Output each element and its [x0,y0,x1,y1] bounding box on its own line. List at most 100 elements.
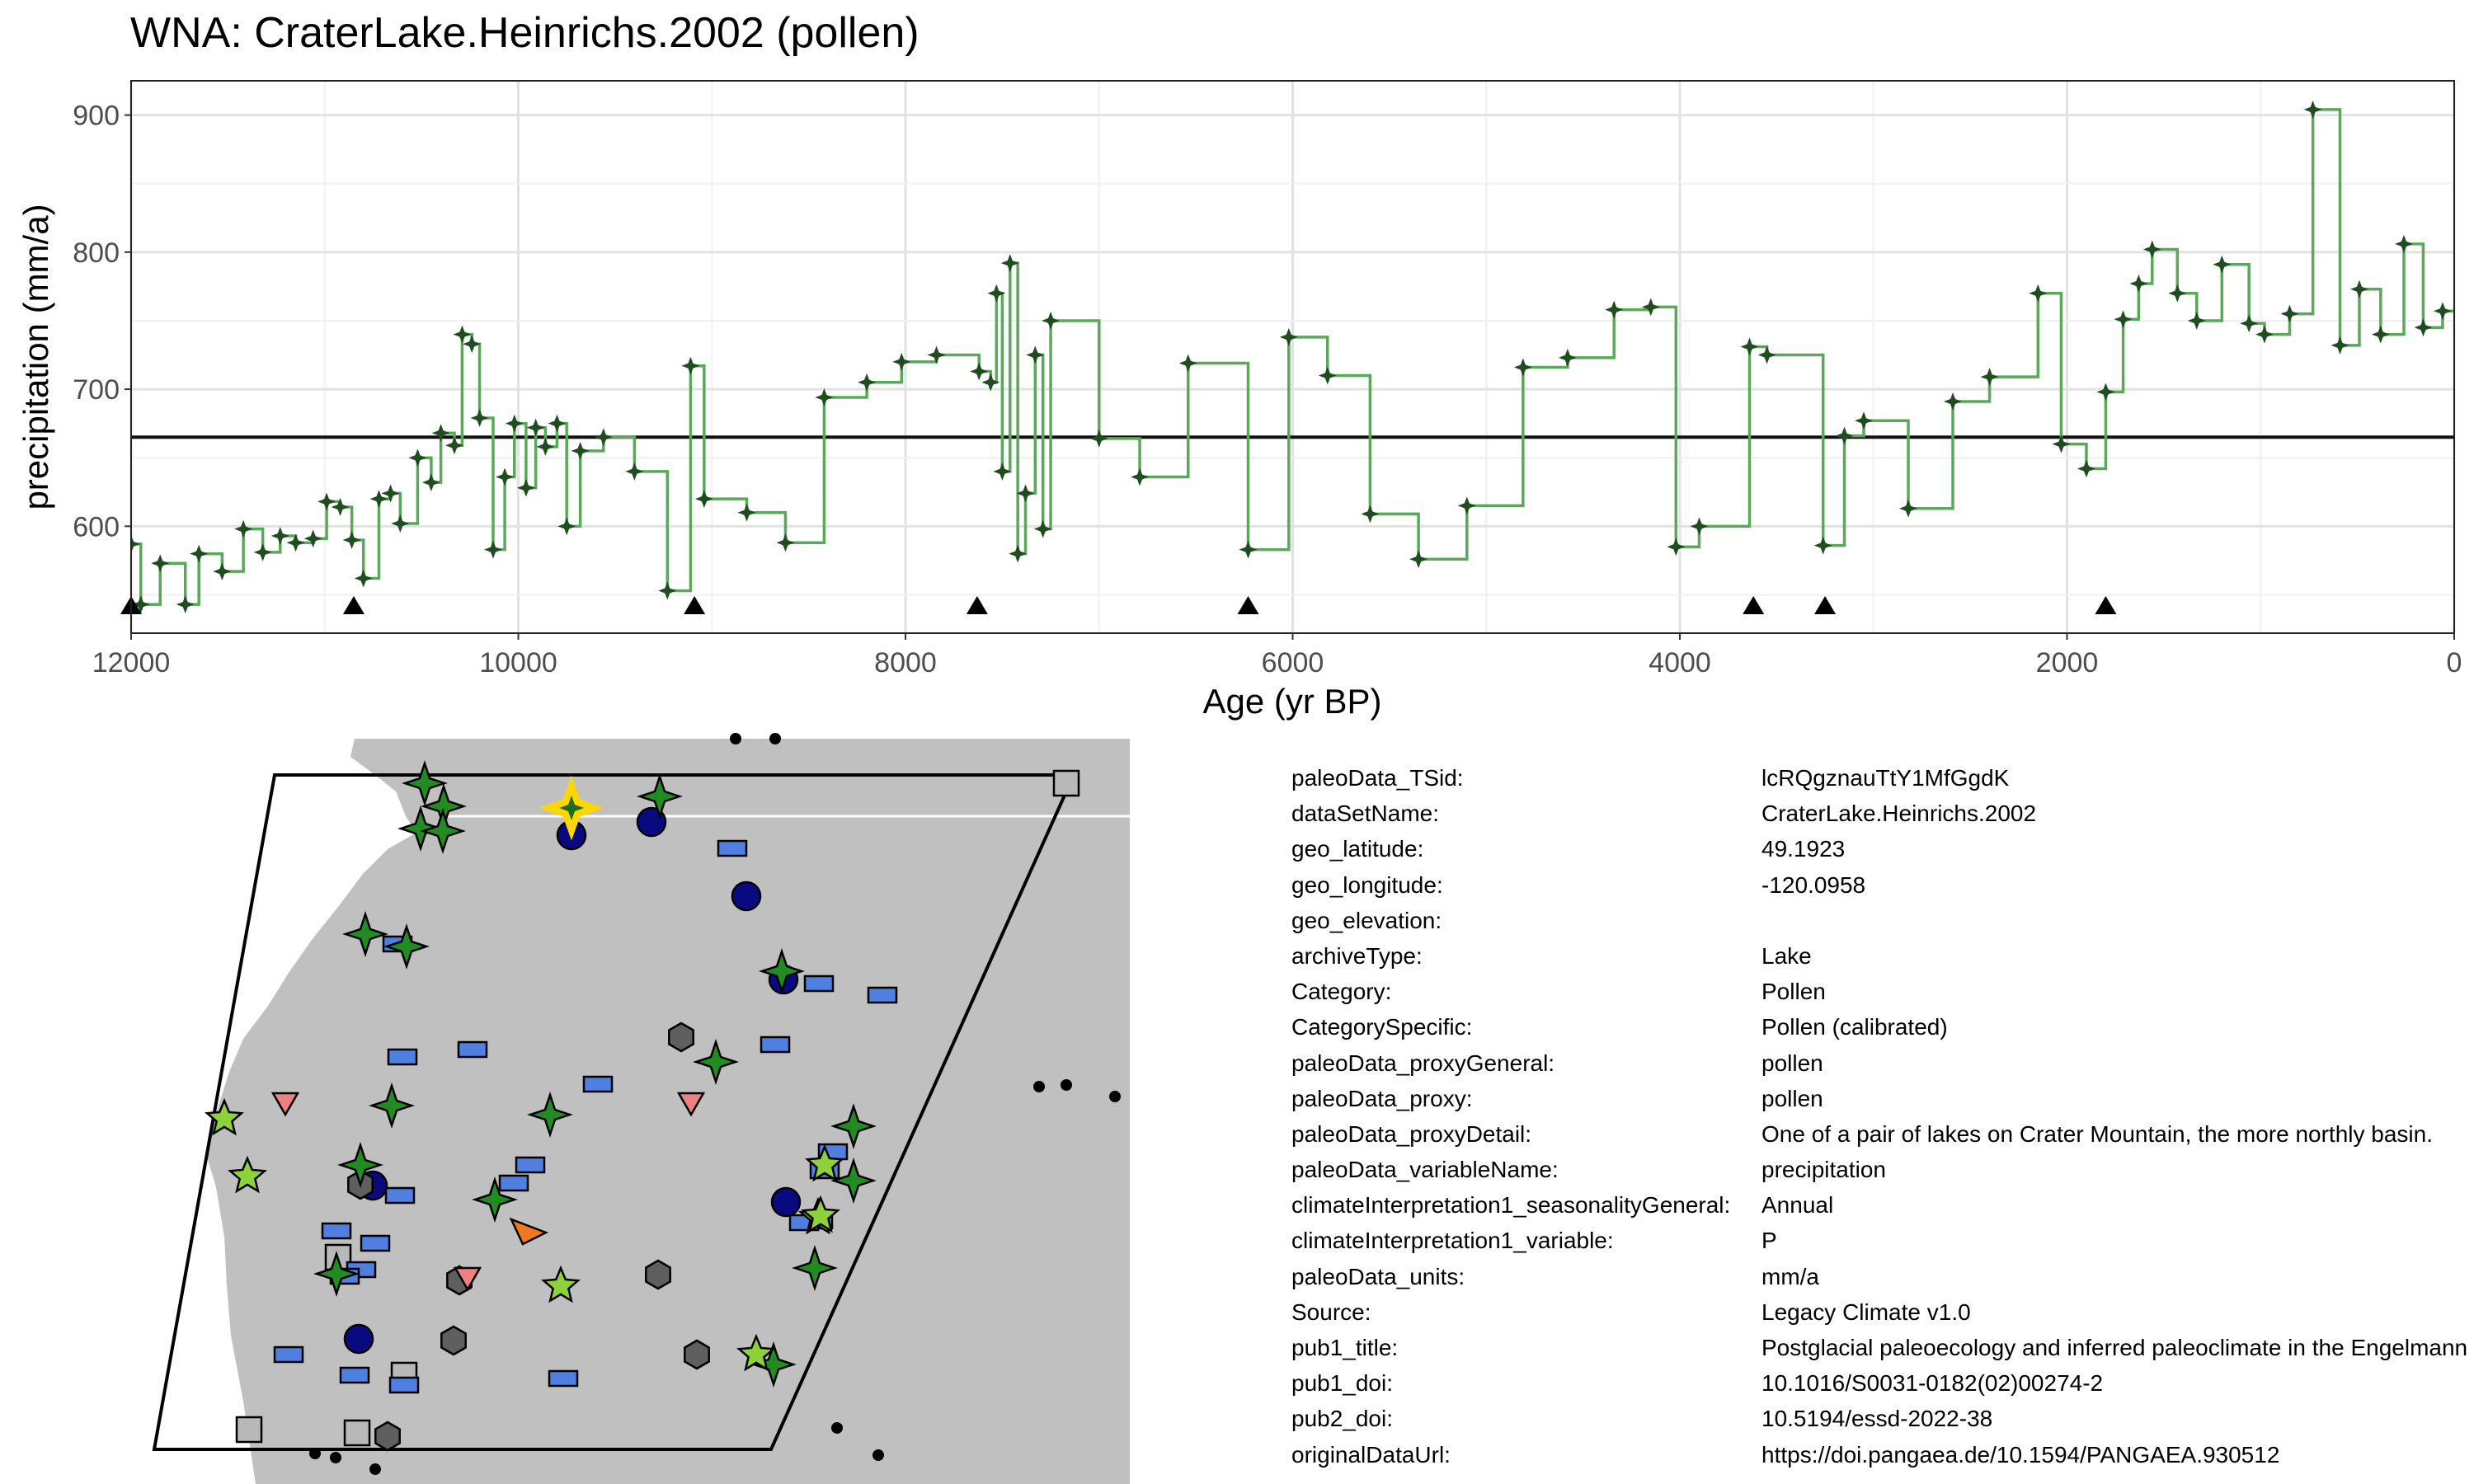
metadata-row: Category: Pollen [1291,974,2467,1009]
site-lake-star [527,1092,573,1138]
data-point [1089,429,1108,448]
metadata-key: Source: [1291,1298,1371,1325]
metadata-key: CategorySpecific: [1291,1014,1473,1040]
metadata-key: dataSetName: [1291,801,1439,827]
site-rectangle [498,1174,529,1192]
x-tick-label: 6000 [1262,647,1324,679]
metadata-row: pub2_doi: 10.5194/essd-2022-38 [1291,1401,2467,1436]
grid [129,81,2456,633]
metadata-row: climateInterpretation1_variable: P [1291,1223,2467,1258]
site-lake-star [313,1251,360,1297]
metadata-row: archiveType: Lake [1291,938,2467,974]
metadata-value: Annual [1761,1192,1834,1219]
data-point [2414,318,2433,337]
data-point [190,544,209,563]
metadata-value: Postglacial paleoecology and inferred pa… [1761,1335,2468,1360]
data-point [151,554,170,573]
metadata-key: paleoData_units: [1291,1263,1465,1289]
metadata-key: geo_latitude: [1291,836,1424,862]
data-point [369,490,388,509]
data-point [1000,254,1019,273]
data-point [681,356,700,375]
metadata-key: climateInterpretation1_variable: [1291,1228,1614,1254]
data-point [1740,337,1759,356]
data-point [470,408,489,427]
metadata-key: paleoData_variableName: [1291,1157,1559,1183]
metadata-value: 10.5194/essd-2022-38 [1761,1406,1993,1432]
data-point [694,490,713,509]
data-point [1361,505,1380,524]
data-point [1813,536,1832,555]
y-tick-label: 800 [73,237,120,269]
data-point [2142,240,2161,259]
site-dot [831,1422,843,1434]
site-circle [770,1186,802,1218]
metadata-key: geo_longitude: [1291,871,1443,898]
metadata-row: pub1_title: Postglacial paleoecology and … [1291,1330,2467,1365]
data-point [2114,310,2133,329]
y-ticks: 600 700 800 900 [73,101,131,542]
site-rectangle [387,1048,418,1066]
data-point [1641,298,1660,317]
data-point [981,373,1000,392]
data-point [776,533,795,552]
data-point [1016,484,1035,503]
metadata-row: pub1_doi: 10.1016/S0031-0182(02)00274-2 [1291,1365,2467,1401]
metadata-value: CraterLake.Heinrichs.2002 [1761,801,2037,827]
data-point [658,581,677,600]
metadata-row: paleoData_TSid: lcRQgznauTtY1MfGgdK [1291,760,2467,796]
site-dot [369,1463,381,1475]
x-tick-label: 8000 [874,647,937,679]
data-point [1667,538,1686,556]
site-triangle [453,1266,482,1292]
data-point [431,424,450,443]
data-point [270,526,289,545]
data-point [987,284,1006,303]
site-lake-star [792,1245,838,1291]
data-point [2303,100,2322,119]
x-tick-label: 12000 [92,647,171,679]
metadata-key: paleoData_proxyGeneral: [1291,1050,1555,1076]
metadata-value: One of a pair of lakes on Crater Mountai… [1761,1120,2433,1147]
site-light-star [805,1144,844,1182]
site-circle [343,1323,374,1355]
data-point [1178,354,1197,373]
data-point [2255,325,2274,344]
site-rectangle [760,1036,791,1054]
data-point [1690,517,1709,536]
site-lake-star [830,1103,877,1149]
metadata-row: CategorySpecific: Pollen (calibrated) [1291,1009,2467,1045]
data-point [1409,550,1428,569]
site-rectangle [273,1345,304,1364]
land-mass [206,739,1130,1484]
site-dot [1061,1079,1072,1091]
sample-marker [2095,596,2117,614]
map-extent-outline [152,773,1077,1451]
data-point [892,352,911,371]
y-tick-label: 900 [73,101,120,132]
data-point [408,448,427,467]
site-dot [1109,1091,1121,1102]
metadata-value: Pollen [1761,979,1826,1005]
data-point [2129,275,2148,294]
metadata-key: climateInterpretation1_seasonalityGenera… [1291,1192,1731,1219]
metadata-key: paleoData_proxy: [1291,1085,1473,1111]
metadata-key: geo_elevation: [1291,907,1442,933]
data-point [970,362,989,381]
data-point [1279,327,1298,346]
data-point [234,519,253,538]
site-lake-star [337,1142,383,1188]
data-point [2213,255,2232,274]
data-point [993,462,1012,481]
metadata-value: precipitation [1761,1157,1886,1183]
metadata-table: paleoData_TSid: lcRQgznauTtY1MfGgdK dataSe… [1291,760,2467,1472]
y-tick-label: 600 [73,511,120,542]
data-point [1009,544,1028,563]
site-lake-star [759,948,805,994]
metadata-value: Legacy Climate v1.0 [1761,1298,1971,1325]
data-point [1026,345,1045,364]
site-rectangle [717,839,748,857]
metadata-row: dataSetName: CraterLake.Heinrichs.2002 [1291,796,2467,831]
site-triangle [270,1092,300,1117]
